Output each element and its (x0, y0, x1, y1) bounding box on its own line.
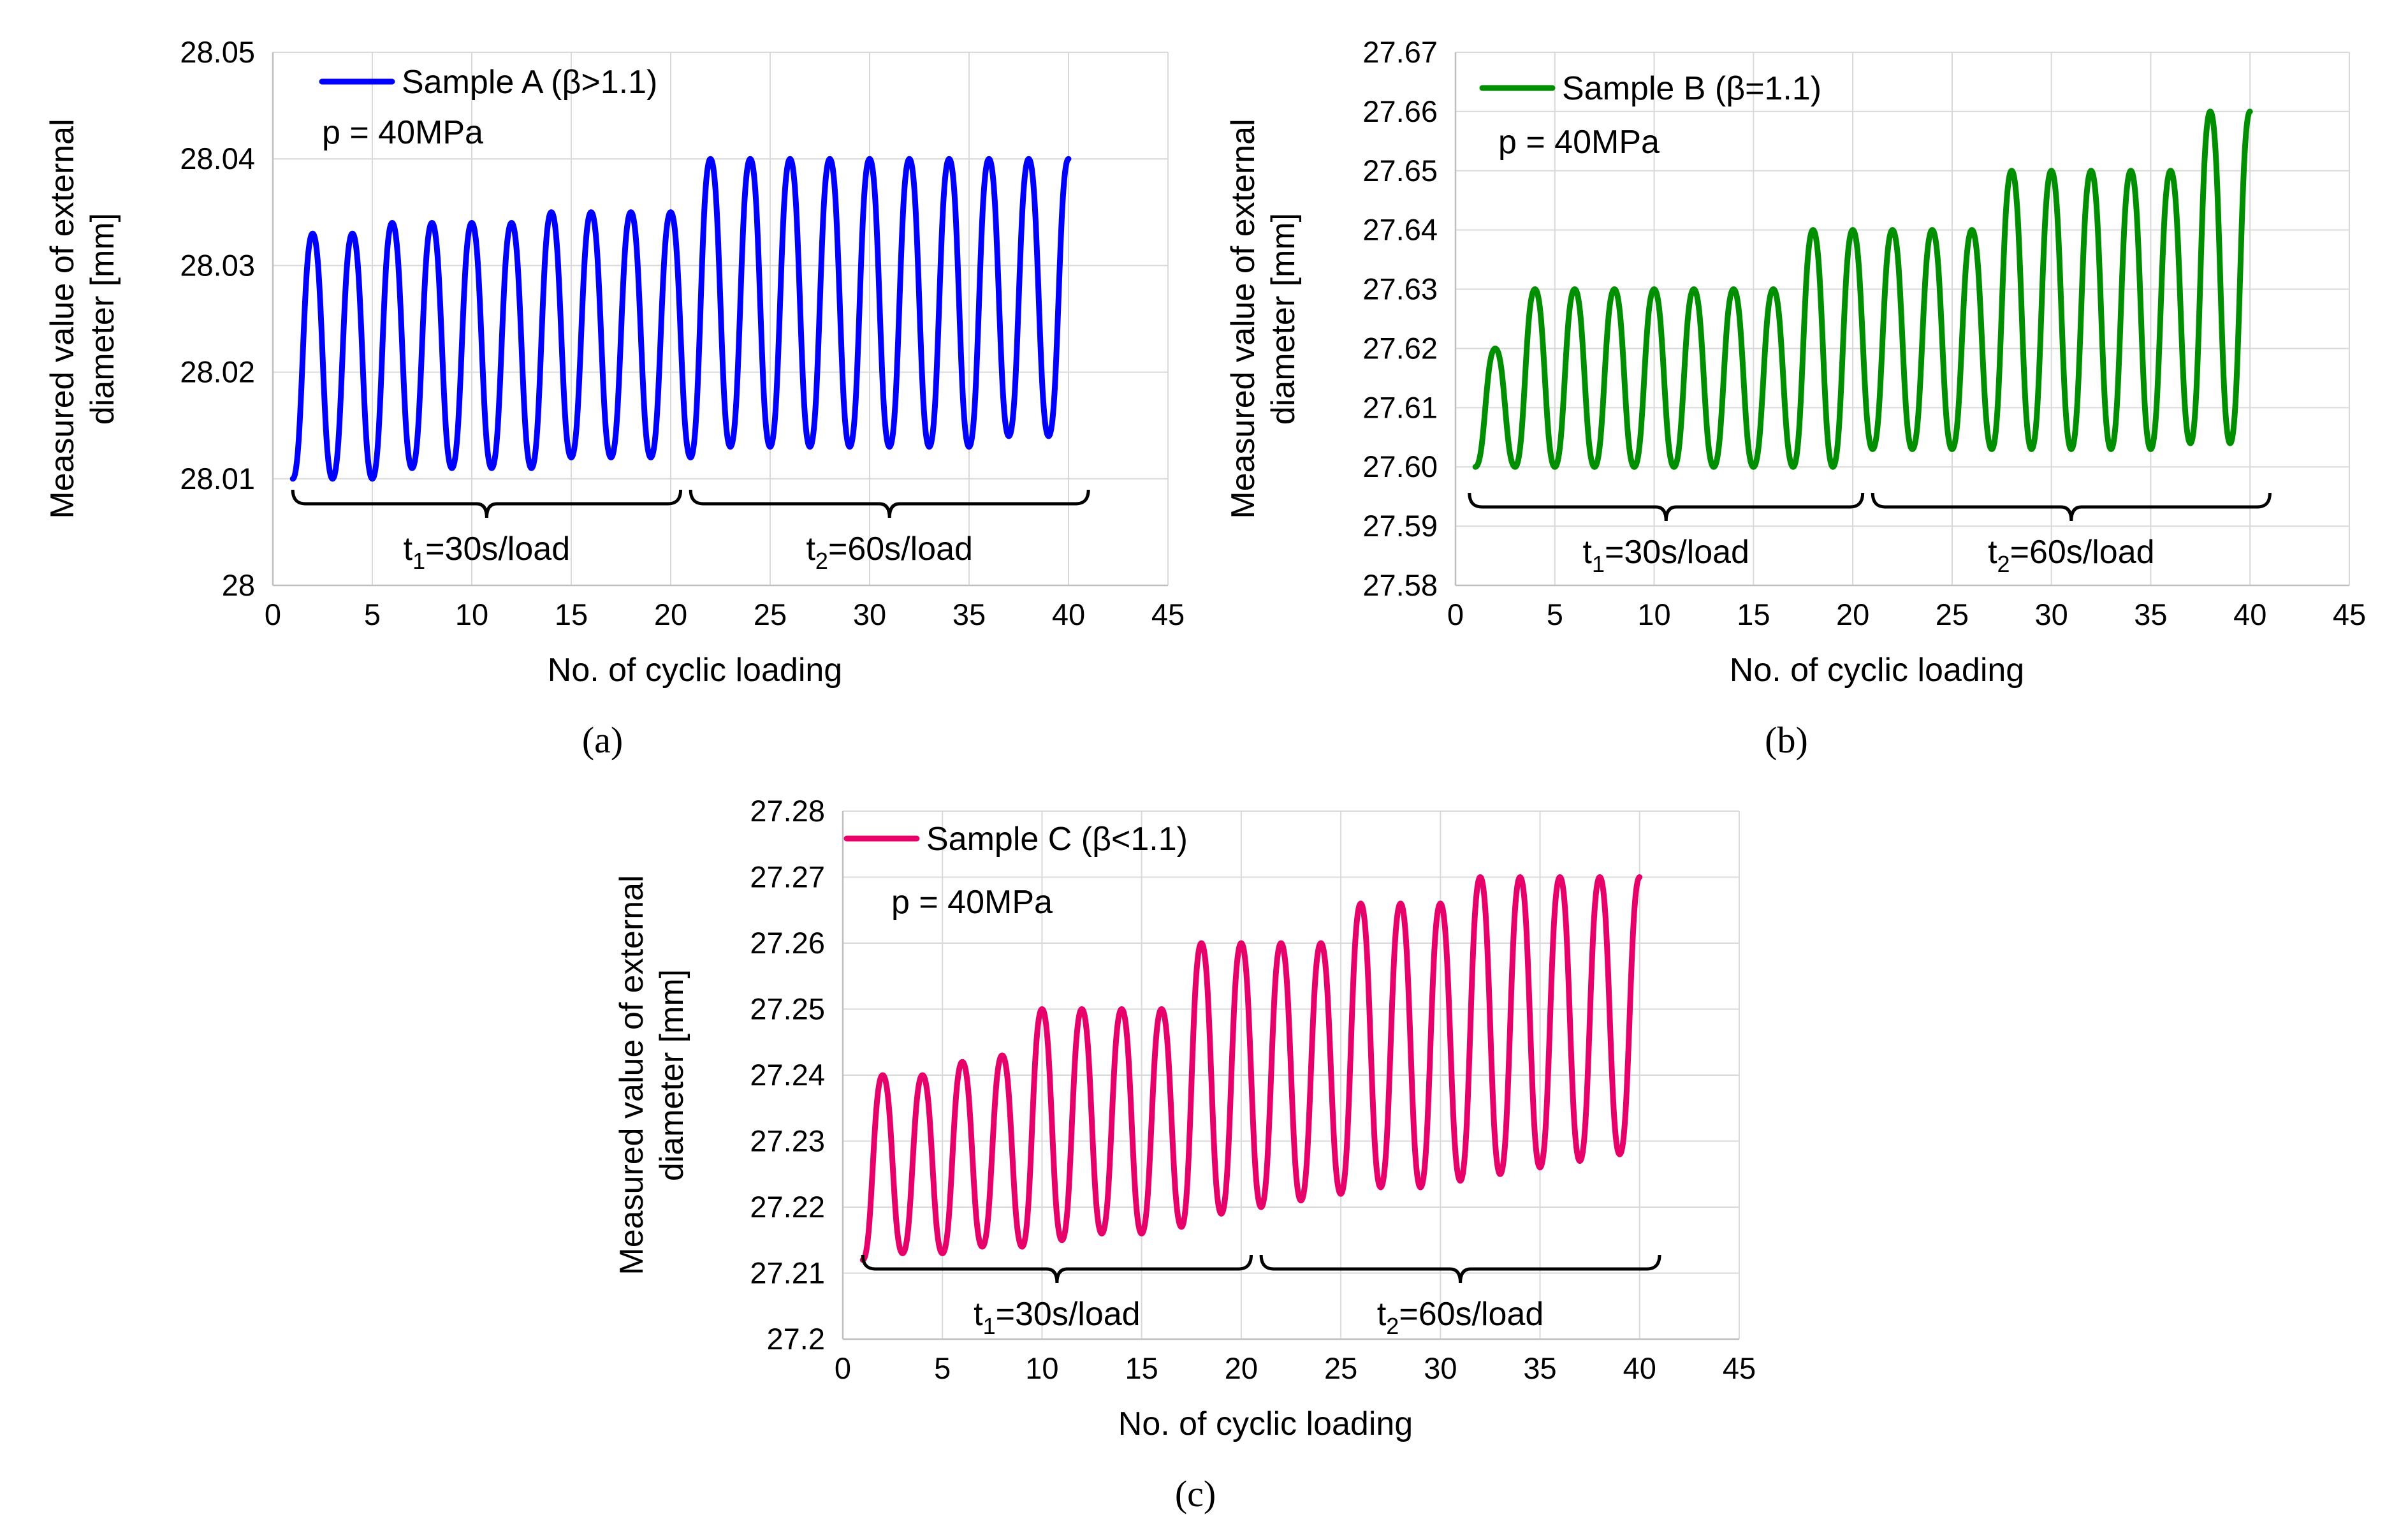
panel-c: 0 5 10 15 20 25 30 35 40 45 27.2 27.21 27.22 27.23 27.… (613, 794, 1756, 1514)
y-tick-label: 27.60 (1362, 450, 1438, 483)
bracket-label: t1=30s/load (974, 1296, 1140, 1339)
x-axis-title: No. of cyclic loading (1730, 652, 2024, 689)
y-tick-label: 28.05 (180, 35, 255, 69)
y-axis-title-line1: Measured value of external (613, 875, 650, 1275)
y-axis-title-line2: diameter [mm] (84, 213, 121, 425)
x-tick-label: 40 (1052, 598, 1085, 631)
panel-label: (c) (1175, 1473, 1216, 1514)
y-tick-label: 27.58 (1362, 568, 1438, 602)
y-tick-label: 27.27 (750, 860, 825, 894)
panel-label: (a) (582, 719, 623, 761)
x-tick-label: 25 (1324, 1351, 1357, 1385)
time-bracket (689, 489, 1090, 518)
x-axis-title: No. of cyclic loading (548, 652, 842, 689)
x-tick-label: 15 (1737, 598, 1770, 631)
x-tick-label: 40 (1623, 1351, 1656, 1385)
y-tick-label: 27.26 (750, 926, 825, 960)
pressure-annotation: p = 40MPa (891, 884, 1053, 921)
panel-label: (b) (1765, 719, 1808, 761)
y-tick-label: 28.03 (180, 248, 255, 282)
x-tick-label: 25 (754, 598, 787, 631)
y-tick-label: 27.28 (750, 794, 825, 828)
x-tick-label: 10 (1637, 598, 1670, 631)
pressure-annotation: p = 40MPa (322, 114, 483, 151)
x-tick-label: 35 (2134, 598, 2167, 631)
y-tick-label: 28.02 (180, 355, 255, 389)
time-bracket (291, 489, 683, 518)
y-tick-label: 27.22 (750, 1190, 825, 1224)
legend-label: Sample A (β>1.1) (402, 64, 657, 101)
bracket-label: t1=30s/load (1583, 534, 1749, 577)
x-tick-label: 35 (1523, 1351, 1556, 1385)
x-tick-label: 45 (1151, 598, 1185, 631)
x-tick-label: 5 (934, 1351, 951, 1385)
time-bracket (1871, 492, 2272, 522)
x-tick-label: 5 (1547, 598, 1563, 631)
y-tick-label: 28.01 (180, 462, 255, 495)
y-tick-label: 27.62 (1362, 331, 1438, 365)
x-tick-label: 10 (455, 598, 488, 631)
pressure-annotation: p = 40MPa (1498, 124, 1660, 161)
time-bracket (1259, 1254, 1661, 1284)
x-tick-label: 15 (1125, 1351, 1158, 1385)
y-tick-label: 27.63 (1362, 272, 1438, 306)
y-tick-label: 27.2 (767, 1322, 825, 1356)
panel-b: 0 5 10 15 20 25 30 35 40 45 27.58 27.59 27.60 27.61 27… (1225, 35, 2366, 761)
x-tick-label: 20 (1836, 598, 1869, 631)
y-tick-label: 27.59 (1362, 509, 1438, 543)
y-tick-label: 28 (222, 568, 255, 602)
series-line (859, 874, 1643, 1263)
legend-label: Sample B (β=1.1) (1562, 70, 1821, 107)
x-tick-label: 40 (2233, 598, 2266, 631)
bracket-label: t2=60s/load (806, 531, 972, 574)
y-axis-title-line1: Measured value of external (44, 119, 81, 518)
series-line (1472, 108, 2253, 470)
x-tick-label: 45 (1723, 1351, 1756, 1385)
y-tick-label: 27.23 (750, 1124, 825, 1158)
y-axis-title-line2: diameter [mm] (653, 969, 690, 1181)
x-tick-label: 0 (1447, 598, 1464, 631)
x-tick-label: 0 (265, 598, 281, 631)
bracket-label: t2=60s/load (1988, 534, 2154, 577)
x-tick-label: 25 (1936, 598, 1969, 631)
y-axis-title-line2: diameter [mm] (1265, 213, 1302, 425)
x-tick-label: 20 (654, 598, 687, 631)
y-tick-label: 27.25 (750, 992, 825, 1026)
time-bracket (861, 1254, 1253, 1284)
x-tick-label: 35 (952, 598, 986, 631)
x-tick-label: 5 (364, 598, 381, 631)
time-bracket (1468, 492, 1865, 522)
y-tick-label: 27.21 (750, 1256, 825, 1290)
x-tick-label: 0 (835, 1351, 851, 1385)
x-axis-title: No. of cyclic loading (1118, 1405, 1413, 1442)
y-tick-label: 27.65 (1362, 154, 1438, 187)
x-tick-label: 20 (1225, 1351, 1258, 1385)
panel-a: 0 5 10 15 20 25 30 35 40 45 28 28.01 28.02 28.03 28.04… (44, 35, 1185, 761)
bracket-label: t2=60s/load (1377, 1296, 1543, 1339)
y-tick-label: 27.67 (1362, 35, 1438, 69)
x-tick-label: 45 (2333, 598, 2366, 631)
x-tick-label: 30 (853, 598, 886, 631)
y-tick-label: 27.66 (1362, 94, 1438, 128)
x-tick-label: 15 (555, 598, 588, 631)
x-tick-label: 10 (1025, 1351, 1058, 1385)
series-line (289, 156, 1072, 482)
y-axis-title-line1: Measured value of external (1225, 119, 1262, 518)
y-tick-label: 27.24 (750, 1058, 825, 1092)
y-tick-label: 27.61 (1362, 390, 1438, 424)
x-tick-label: 30 (1424, 1351, 1457, 1385)
bracket-label: t1=30s/load (404, 531, 570, 574)
y-tick-label: 28.04 (180, 142, 255, 175)
y-tick-label: 27.64 (1362, 213, 1438, 247)
legend-label: Sample C (β<1.1) (926, 821, 1188, 858)
x-tick-label: 30 (2035, 598, 2068, 631)
